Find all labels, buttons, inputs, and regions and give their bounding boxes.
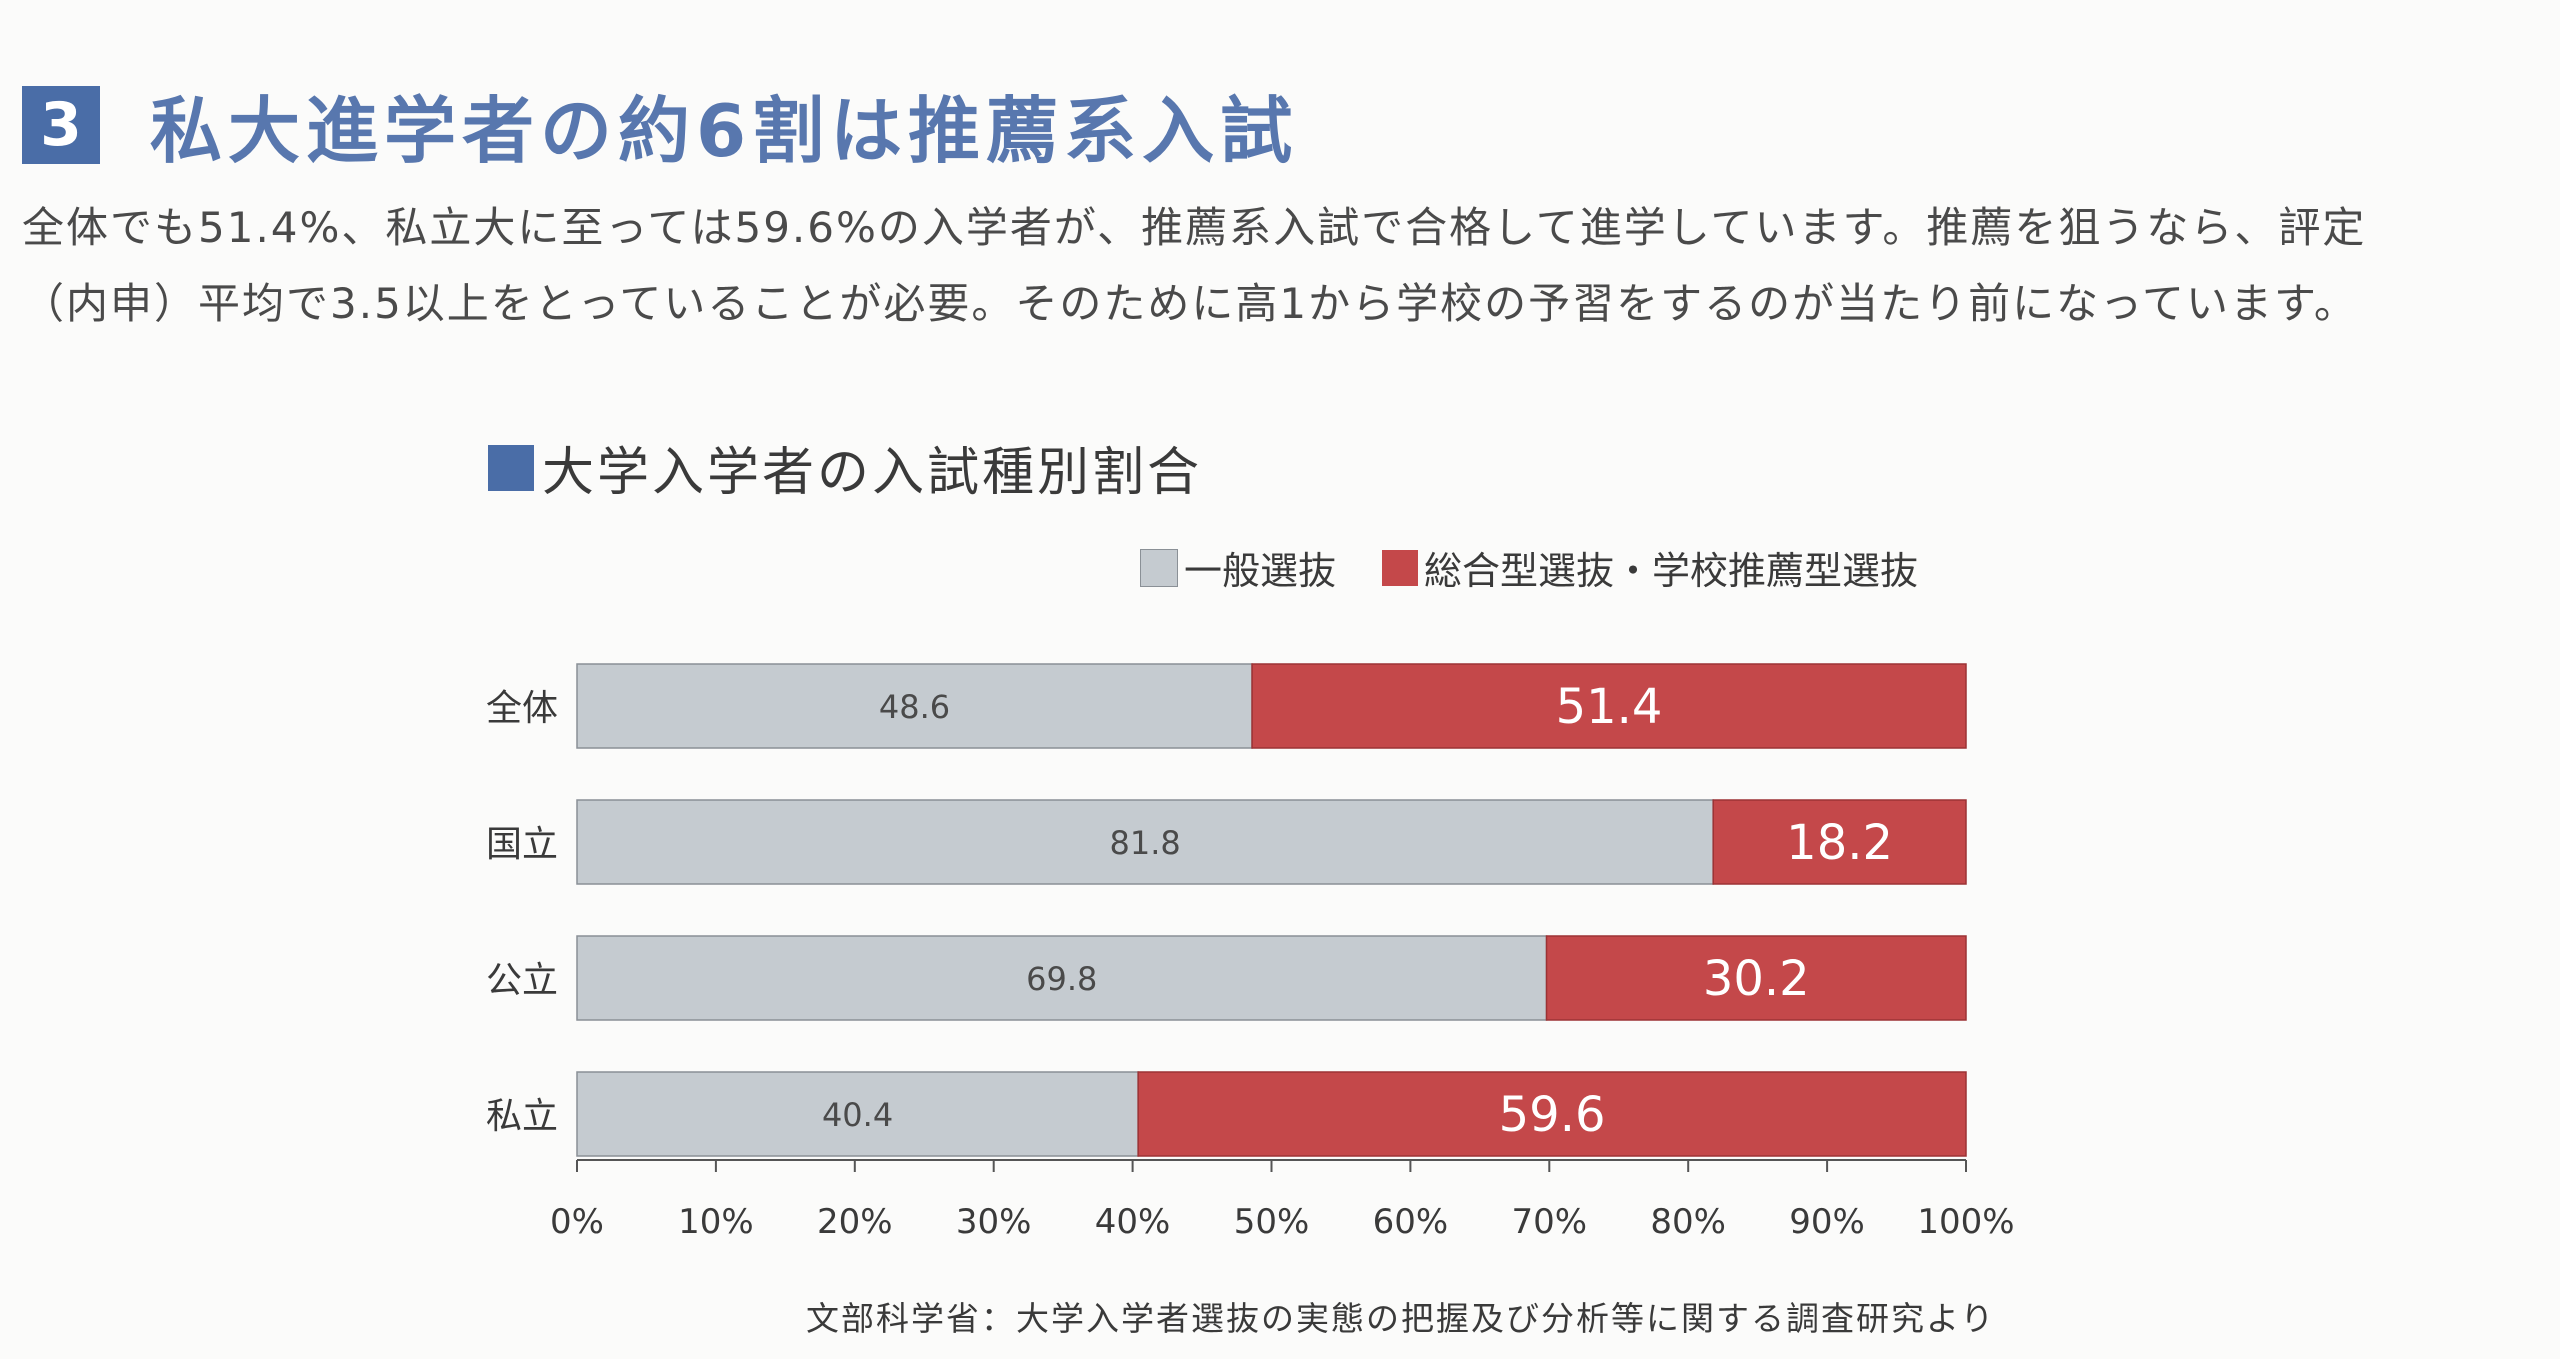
legend-swatch-recommend [1382, 549, 1419, 586]
data-label: 30.2 [1703, 951, 1810, 1007]
bar-segment-general [576, 663, 1253, 749]
heading-square-icon [488, 444, 534, 491]
bar-segment-recommend [1251, 663, 1967, 749]
x-tick-label: 40% [1095, 1202, 1171, 1242]
intro-line-2: （内申）平均で3.5以上をとっていることが必要。そのために高1から学校の予習をす… [22, 279, 2358, 328]
chart-title: 大学入学者の入試種別割合 [542, 443, 1203, 503]
x-tick-label: 90% [1789, 1202, 1865, 1242]
bar-segment-recommend [1545, 935, 1967, 1021]
title-row: 3 私大進学者の約6割は推薦系入試 [22, 72, 1298, 177]
chart-legend: 一般選抜 総合型選抜・学校推薦型選抜 [1140, 540, 1964, 595]
category-label: 国立 [486, 824, 558, 865]
x-tick-label: 100% [1917, 1202, 2014, 1242]
legend-label-recommend: 総合型選抜・学校推薦型選抜 [1424, 549, 1919, 593]
category-label: 全体 [486, 688, 558, 729]
data-label: 59.6 [1499, 1087, 1606, 1143]
legend-swatch-general [1140, 548, 1178, 587]
data-label: 51.4 [1556, 679, 1663, 735]
legend-item-recommend: 総合型選抜・学校推薦型選抜 [1382, 540, 1918, 595]
category-label: 公立 [486, 960, 558, 1001]
data-label: 69.8 [1026, 960, 1097, 998]
x-tick-label: 20% [817, 1202, 893, 1242]
data-label: 81.8 [1109, 824, 1180, 862]
bar-segment-general [576, 1071, 1139, 1157]
data-label: 40.4 [822, 1096, 893, 1134]
x-tick-label: 60% [1373, 1202, 1449, 1242]
bar-segment-general [576, 935, 1548, 1021]
data-label: 48.6 [879, 688, 950, 726]
bar-segment-general [576, 799, 1714, 885]
data-label: 18.2 [1786, 815, 1893, 871]
section-number-badge: 3 [22, 85, 100, 164]
chart-heading: 大学入学者の入試種別割合 [488, 430, 1202, 505]
x-tick-label: 80% [1650, 1202, 1726, 1242]
bar-segment-recommend [1712, 799, 1967, 885]
intro-text: 全体でも51.4%、私立大に至っては59.6%の入学者が、推薦系入試で合格して進… [22, 190, 2522, 342]
x-tick-label: 70% [1512, 1202, 1588, 1242]
legend-item-general: 一般選抜 [1140, 540, 1336, 595]
x-tick-label: 30% [956, 1202, 1032, 1242]
intro-line-1: 全体でも51.4%、私立大に至っては59.6%の入学者が、推薦系入試で合格して進… [22, 203, 2367, 252]
bar-segment-recommend [1137, 1071, 1967, 1157]
x-tick-label: 50% [1234, 1202, 1310, 1242]
x-tick-label: 0% [550, 1202, 604, 1242]
legend-label-general: 一般選抜 [1184, 549, 1337, 593]
x-tick-label: 10% [678, 1202, 754, 1242]
source-note: 文部科学省：大学入学者選抜の実態の把握及び分析等に関する調査研究より [806, 1299, 1996, 1338]
category-label: 私立 [486, 1096, 558, 1137]
page-title: 私大進学者の約6割は推薦系入試 [150, 89, 1299, 173]
